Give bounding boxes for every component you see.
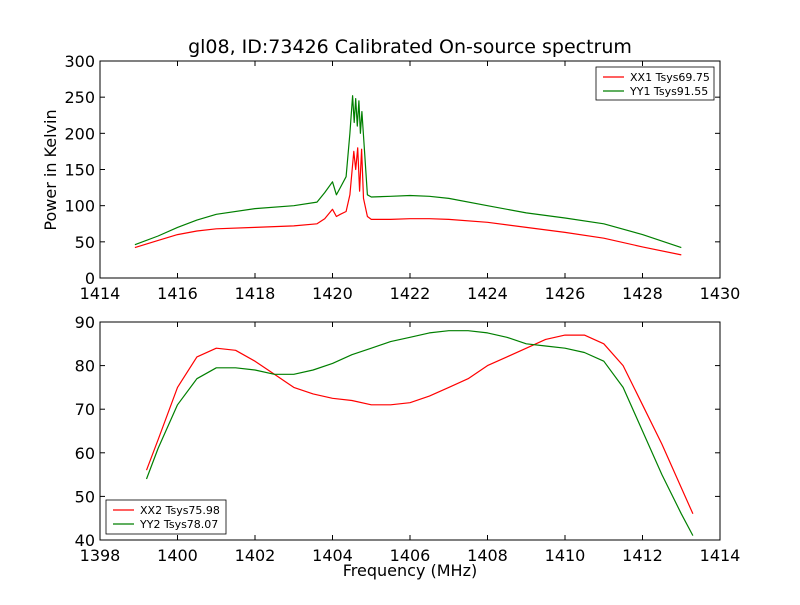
top-x-tick-label: 1420 bbox=[312, 284, 353, 303]
top-x-tick-label: 1424 bbox=[467, 284, 508, 303]
bottom-x-tick-label: 1414 bbox=[700, 546, 741, 565]
bottom-y-tick-label: 70 bbox=[75, 400, 95, 419]
bottom-legend-label-2: YY2 Tsys78.07 bbox=[139, 518, 218, 531]
top-y-tick-label: 250 bbox=[64, 88, 95, 107]
bottom-y-tick-label: 40 bbox=[75, 531, 95, 550]
bottom-x-tick-label: 1400 bbox=[157, 546, 198, 565]
top-y-tick-label: 150 bbox=[64, 161, 95, 180]
bottom-panel: Frequency (MHz) 1398 1400 1402 1404 1406 1408… bbox=[75, 313, 741, 580]
top-y-tick-label: 0 bbox=[85, 269, 95, 288]
bottom-x-tick-label: 1404 bbox=[312, 546, 353, 565]
top-x-tick-label: 1430 bbox=[700, 284, 741, 303]
top-y-tick-label: 300 bbox=[64, 52, 95, 71]
bottom-x-tick-label: 1398 bbox=[80, 546, 121, 565]
top-x-tick-label: 1428 bbox=[622, 284, 663, 303]
bottom-x-tick-label: 1410 bbox=[545, 546, 586, 565]
top-y-tick-label: 100 bbox=[64, 197, 95, 216]
bottom-x-tick-label: 1402 bbox=[235, 546, 276, 565]
bottom-series-line-1 bbox=[145, 334, 694, 515]
top-x-tick-label: 1422 bbox=[390, 284, 431, 303]
top-legend-box bbox=[595, 66, 715, 101]
bottom-x-tick-label: 1406 bbox=[390, 546, 431, 565]
top-legend-label-1: XX1 Tsys69.75 bbox=[630, 71, 710, 84]
bottom-y-tick-label: 50 bbox=[75, 487, 95, 506]
top-x-tick-label: 1414 bbox=[80, 284, 121, 303]
bottom-legend-label-1: XX2 Tsys75.98 bbox=[140, 504, 220, 517]
top-x-tick-label: 1426 bbox=[545, 284, 586, 303]
bottom-y-tick-label: 90 bbox=[75, 313, 95, 332]
top-x-tick-label: 1418 bbox=[235, 284, 276, 303]
top-series-line-2 bbox=[134, 95, 682, 249]
top-y-tick-label: 200 bbox=[64, 124, 95, 143]
bottom-legend-box bbox=[105, 499, 227, 535]
bottom-y-tick-label: 80 bbox=[75, 357, 95, 376]
top-series-line-1 bbox=[134, 147, 682, 256]
top-y-tick-label: 50 bbox=[75, 233, 95, 252]
top-legend-label-2: YY1 Tsys91.55 bbox=[629, 85, 708, 98]
chart-title: gl08, ID:73426 Calibrated On-source spec… bbox=[188, 36, 632, 58]
top-y-axis-label: Power in Kelvin bbox=[41, 109, 60, 230]
bottom-x-axis-label: Frequency (MHz) bbox=[343, 561, 477, 580]
bottom-y-tick-label: 60 bbox=[75, 444, 95, 463]
top-x-tick-label: 1416 bbox=[157, 284, 198, 303]
bottom-series-line-2 bbox=[145, 330, 694, 536]
top-panel: Power in Kelvin 1414 1416 1418 1420 1422 1424… bbox=[41, 52, 740, 303]
bottom-x-tick-label: 1408 bbox=[467, 546, 508, 565]
bottom-x-tick-label: 1412 bbox=[622, 546, 663, 565]
